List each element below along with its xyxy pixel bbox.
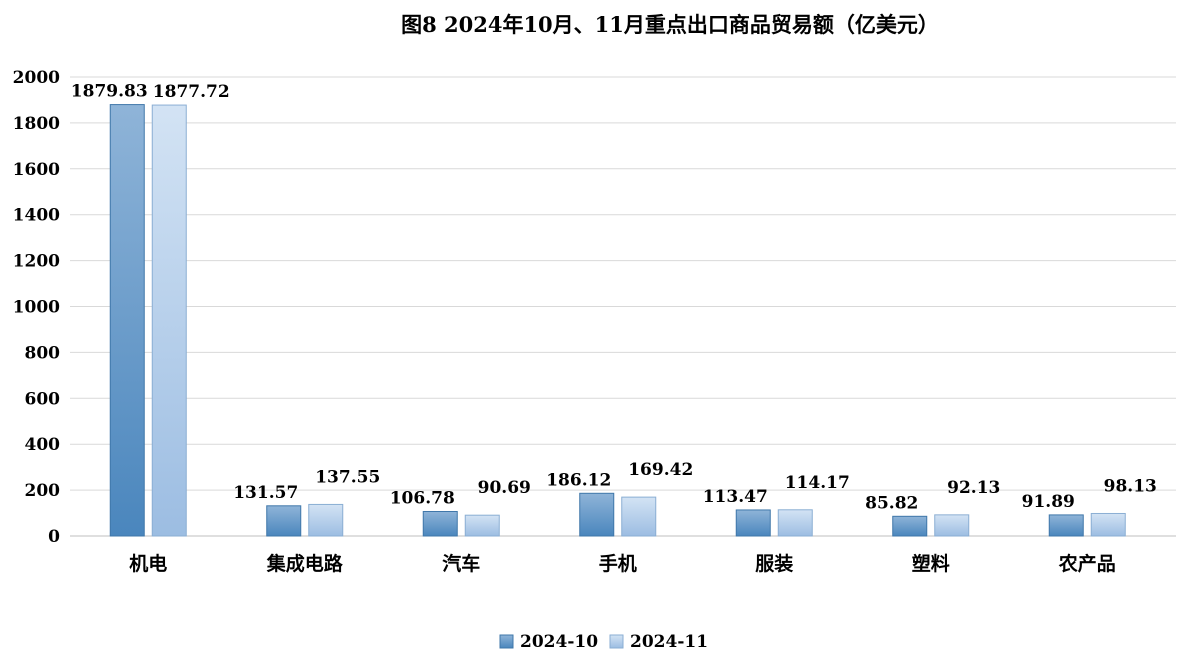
data-label: 131.57 — [233, 483, 298, 503]
bar-2024-11 — [151, 104, 187, 537]
data-labels: 1879.83 1877.72 131.57 137.55 106.78 90.69 186… — [71, 82, 1157, 514]
legend-swatch — [609, 634, 624, 649]
data-label: 114.17 — [785, 473, 850, 493]
data-label: 91.89 — [1022, 492, 1075, 512]
bars — [109, 104, 1126, 537]
y-tick-label: 1800 — [13, 114, 60, 134]
y-tick-label: 1600 — [13, 160, 60, 180]
bar-2024-10 — [422, 510, 458, 537]
bar-2024-10 — [1048, 514, 1084, 537]
bar-2024-11 — [934, 514, 970, 537]
category-label: 手机 — [599, 552, 637, 575]
y-tick-label: 1000 — [13, 298, 60, 318]
data-label: 1879.83 — [71, 82, 148, 102]
bar-2024-11 — [308, 503, 344, 537]
data-label: 106.78 — [390, 488, 455, 508]
bar-2024-11 — [464, 514, 500, 537]
y-tick-label: 200 — [25, 481, 61, 501]
category-label: 机电 — [129, 552, 167, 575]
legend-label: 2024-11 — [630, 632, 708, 652]
bar-2024-11 — [621, 496, 657, 537]
bar-2024-10 — [109, 104, 145, 537]
y-tick-label: 800 — [25, 343, 61, 363]
category-label: 集成电路 — [266, 552, 344, 575]
y-tick-label: 2000 — [13, 68, 60, 88]
y-tick-label: 1400 — [13, 206, 60, 226]
category-label: 汽车 — [442, 552, 480, 575]
y-tick-label: 400 — [25, 435, 61, 455]
data-label: 92.13 — [947, 478, 1000, 498]
data-label: 98.13 — [1104, 476, 1157, 496]
bar-2024-10 — [892, 515, 928, 537]
data-label: 90.69 — [478, 478, 531, 498]
data-label: 113.47 — [703, 487, 768, 507]
data-label: 186.12 — [546, 470, 611, 490]
x-axis-categories: 机电 集成电路 汽车 手机 服装 塑料 农产品 — [129, 552, 1116, 575]
chart-title: 图8 2024年10月、11月重点出口商品贸易额（亿美元） — [401, 12, 939, 37]
category-label: 塑料 — [912, 552, 950, 575]
gridlines — [70, 76, 1176, 537]
bar-2024-11 — [1090, 512, 1126, 537]
y-tick-label: 1200 — [13, 252, 60, 272]
bar-2024-11 — [777, 509, 813, 537]
data-label: 137.55 — [315, 467, 380, 487]
data-label: 85.82 — [865, 493, 918, 513]
bar-2024-10 — [266, 505, 302, 537]
legend-swatch — [499, 634, 514, 649]
category-label: 农产品 — [1058, 552, 1116, 575]
legend: 2024-10 2024-11 — [499, 632, 708, 652]
y-tick-label: 600 — [25, 389, 61, 409]
y-tick-label: 0 — [48, 527, 60, 547]
data-label: 1877.72 — [153, 82, 230, 102]
bar-2024-10 — [579, 492, 615, 537]
data-label: 169.42 — [628, 460, 693, 480]
bar-2024-10 — [735, 509, 771, 537]
legend-label: 2024-10 — [520, 632, 598, 652]
category-label: 服装 — [755, 552, 793, 575]
y-axis-ticks: 0 200 400 600 800 1000 1200 1400 1600 1800 2000 — [13, 68, 60, 547]
